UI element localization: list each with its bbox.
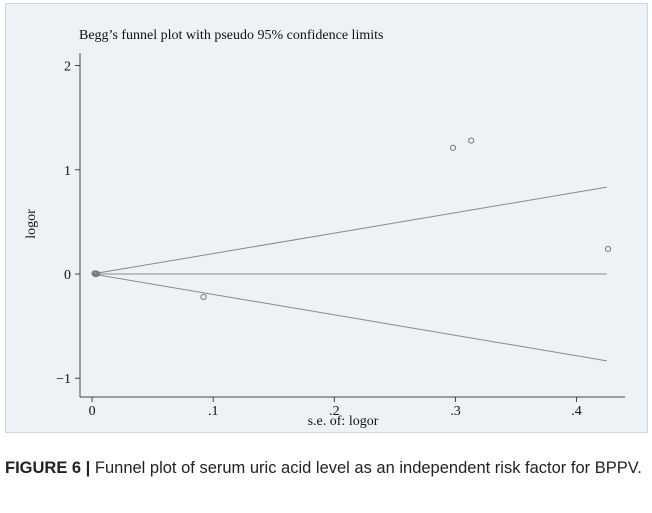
chart-title: Begg’s funnel plot with pseudo 95% confi… [79, 28, 383, 43]
y-tick-label: 1 [64, 164, 71, 179]
y-tick-label: 0 [64, 268, 71, 283]
study-point [200, 293, 207, 301]
y-tick-label: 2 [64, 60, 71, 75]
caption-text: Funnel plot of serum uric acid level as … [90, 459, 642, 477]
upper-confidence-limit [92, 186, 607, 275]
study-point [468, 137, 475, 144]
funnel-plot: Begg’s funnel plot with pseudo 95% confi… [24, 28, 625, 429]
caption-label: FIGURE 6 | [5, 459, 91, 477]
y-axis-label: logor [24, 209, 39, 239]
x-tick-label: .4 [571, 404, 582, 419]
lower-confidence-limit [92, 273, 607, 362]
x-tick-label: 0 [89, 404, 96, 419]
study-point [604, 245, 612, 253]
plot-area [5, 3, 648, 433]
y-tick-label: −1 [56, 372, 71, 387]
study-point [449, 144, 457, 151]
x-tick-label: .1 [208, 404, 219, 419]
study-point [92, 271, 99, 278]
x-tick-label: .2 [329, 404, 340, 419]
figure-caption: FIGURE 6 | Funnel plot of serum uric aci… [5, 456, 645, 480]
x-tick-label: .3 [450, 404, 461, 419]
x-axis-label: s.e. of: logor [308, 414, 379, 429]
